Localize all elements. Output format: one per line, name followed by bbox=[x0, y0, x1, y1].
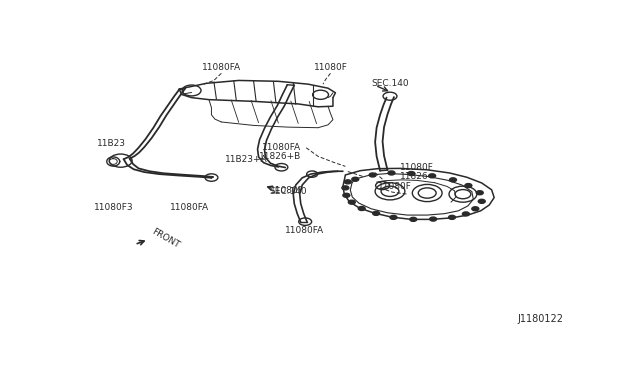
Circle shape bbox=[390, 215, 397, 219]
Text: 11826: 11826 bbox=[400, 172, 429, 181]
Circle shape bbox=[343, 193, 350, 197]
Circle shape bbox=[388, 171, 395, 175]
Circle shape bbox=[449, 215, 456, 219]
Text: J1180122: J1180122 bbox=[518, 314, 564, 324]
Circle shape bbox=[449, 178, 456, 182]
Text: 11826+B: 11826+B bbox=[259, 152, 301, 161]
Circle shape bbox=[372, 211, 380, 215]
Text: 11080F3: 11080F3 bbox=[94, 203, 134, 212]
Text: 11080FA: 11080FA bbox=[170, 203, 209, 212]
Circle shape bbox=[342, 186, 349, 190]
Text: 11080FA: 11080FA bbox=[202, 63, 241, 72]
Text: SEC.140: SEC.140 bbox=[372, 79, 409, 88]
Text: 11080FA: 11080FA bbox=[285, 226, 324, 235]
Circle shape bbox=[472, 207, 479, 211]
Circle shape bbox=[352, 177, 359, 181]
Text: 11080F: 11080F bbox=[269, 186, 303, 195]
Text: 11B23+A: 11B23+A bbox=[225, 155, 268, 164]
Circle shape bbox=[358, 206, 365, 211]
Text: 11080F: 11080F bbox=[378, 182, 412, 191]
Text: 11B23: 11B23 bbox=[97, 139, 125, 148]
Circle shape bbox=[465, 183, 472, 187]
Circle shape bbox=[476, 191, 483, 195]
Circle shape bbox=[369, 173, 376, 177]
Circle shape bbox=[429, 174, 436, 178]
Circle shape bbox=[344, 180, 351, 184]
Circle shape bbox=[410, 217, 417, 221]
Text: 11080F: 11080F bbox=[314, 63, 348, 72]
Circle shape bbox=[348, 200, 355, 204]
Circle shape bbox=[478, 199, 485, 203]
Circle shape bbox=[429, 217, 436, 221]
Circle shape bbox=[463, 212, 469, 216]
Text: 11080FA: 11080FA bbox=[262, 143, 301, 152]
Circle shape bbox=[408, 171, 415, 176]
Text: 11080F: 11080F bbox=[400, 163, 434, 172]
Text: SEC.140: SEC.140 bbox=[269, 187, 307, 196]
Text: FRONT: FRONT bbox=[150, 227, 181, 250]
